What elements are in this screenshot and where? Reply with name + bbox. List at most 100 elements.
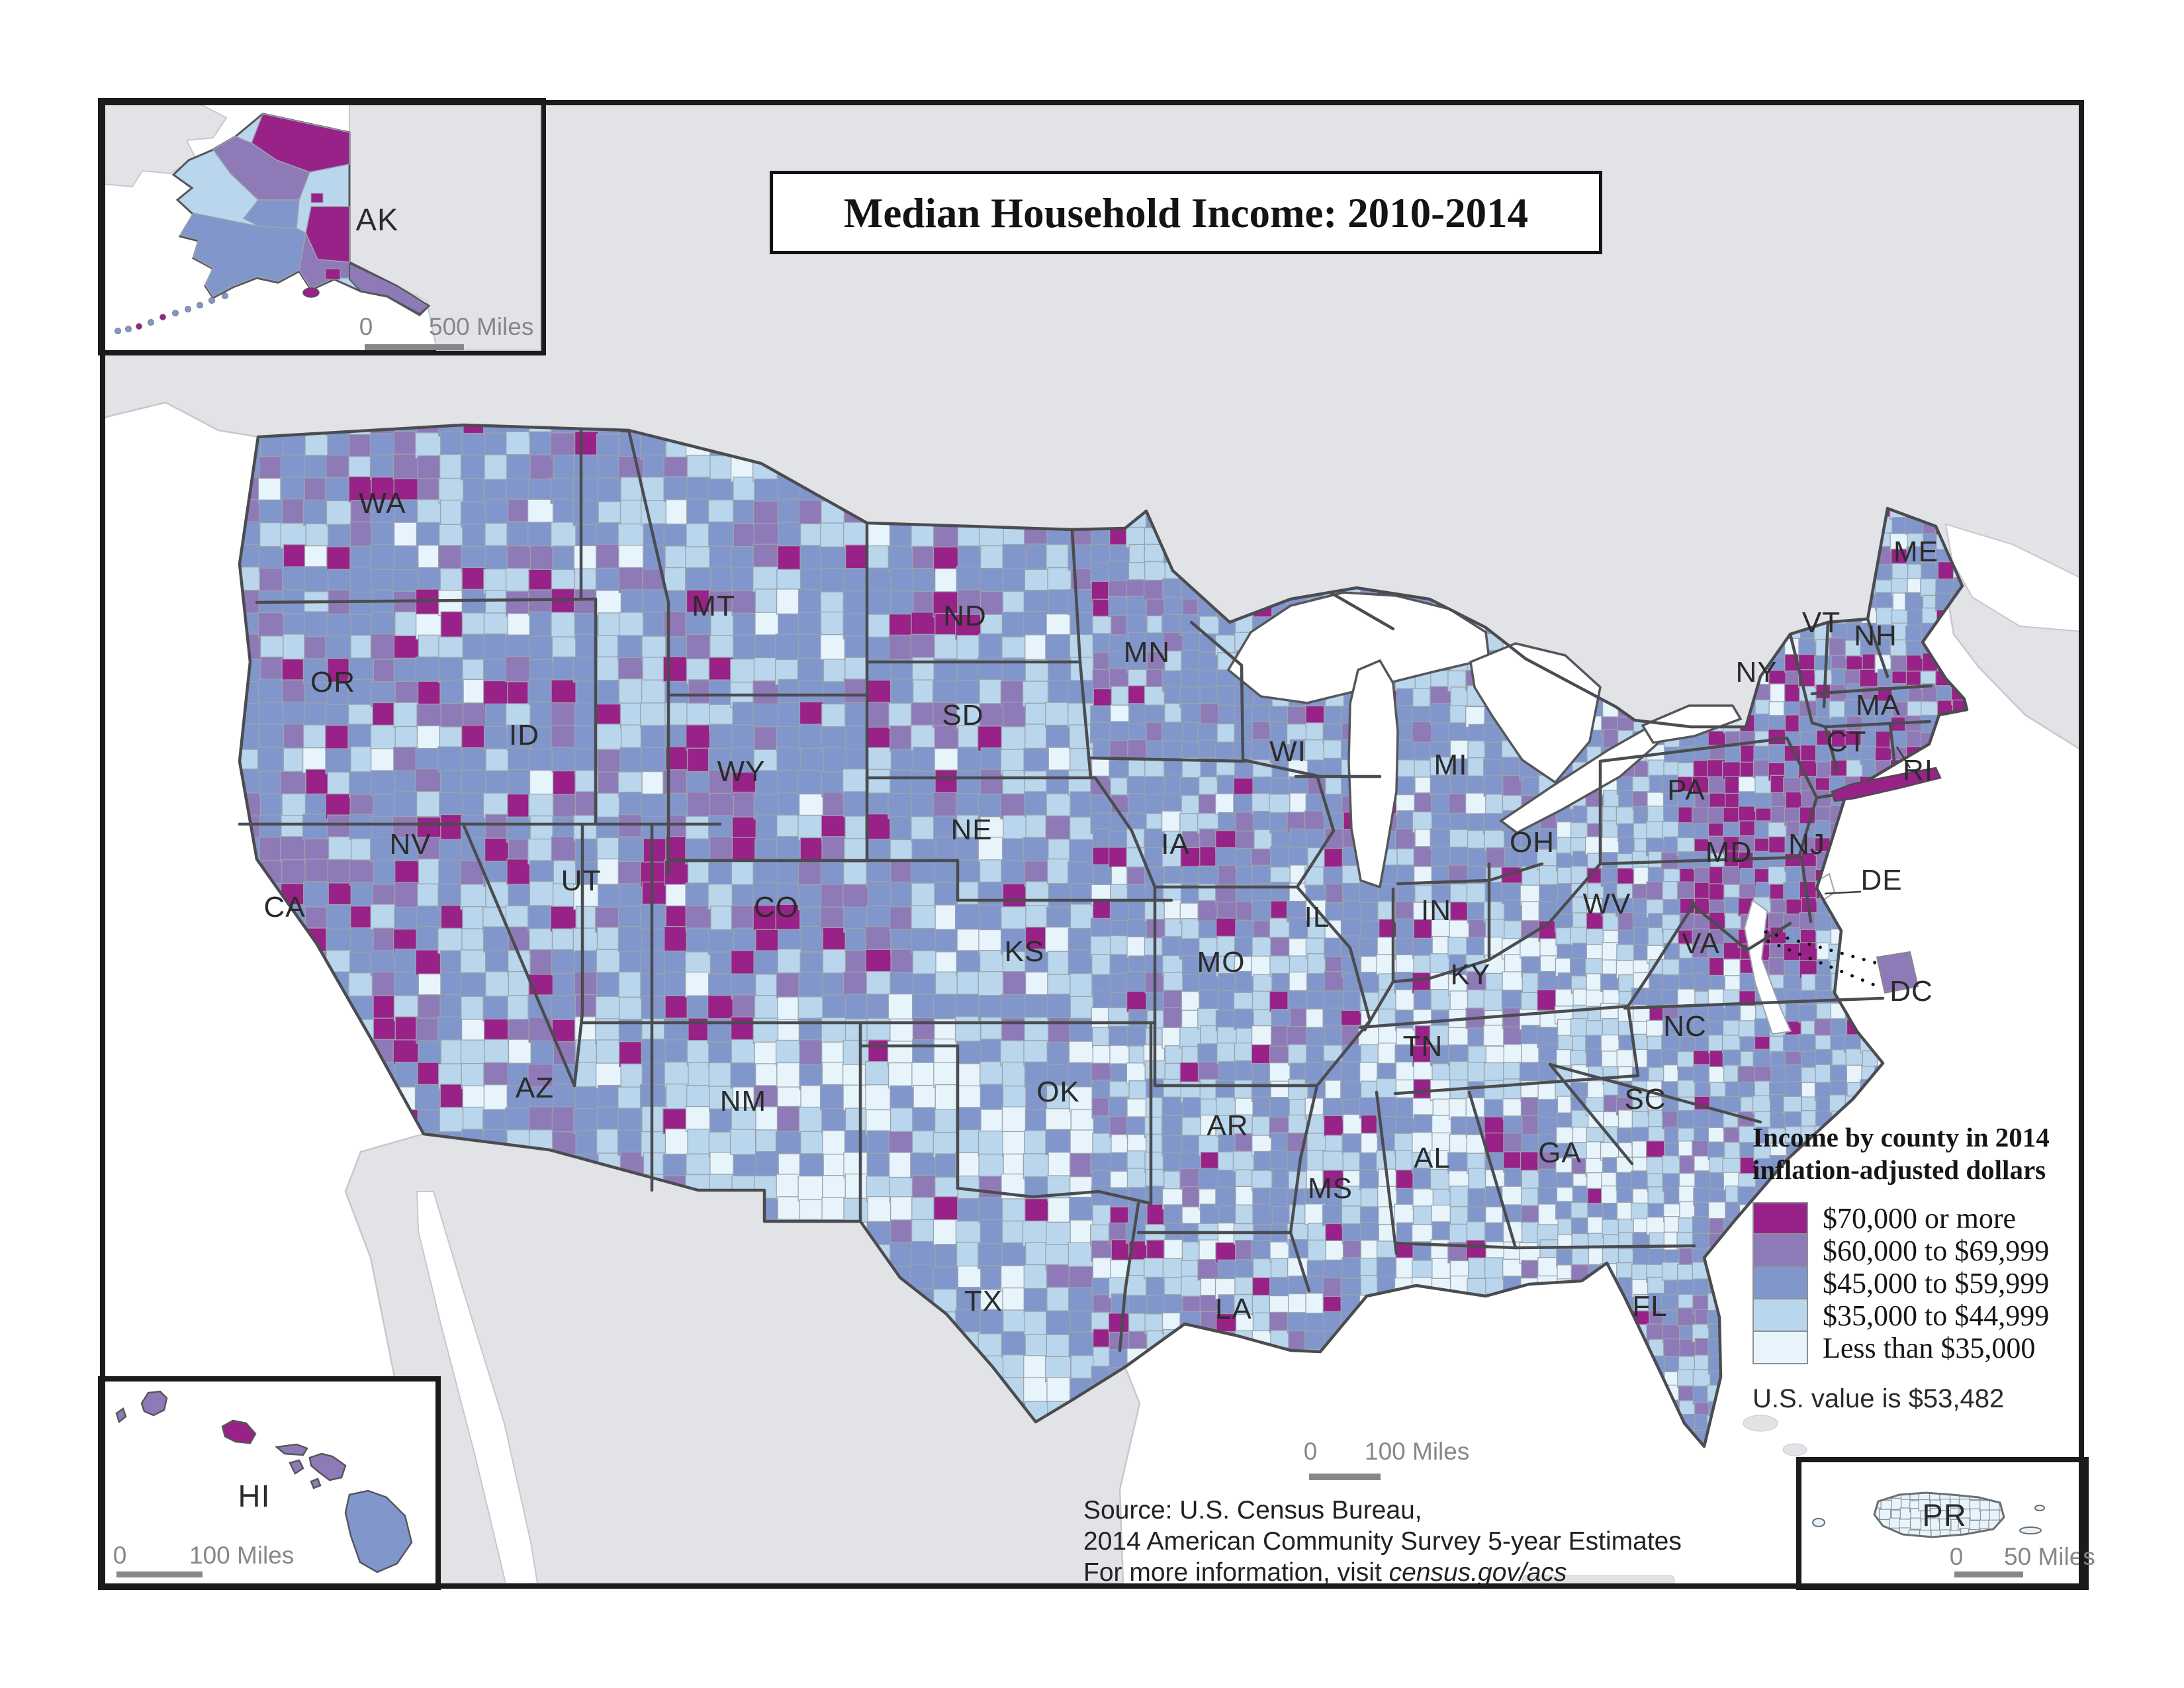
main-scale-label: 100 Miles (1365, 1438, 1469, 1465)
great-lake-1 (1347, 659, 1399, 889)
legend-swatch-4 (1752, 1332, 1808, 1364)
alaska-scale-label: 500 Miles (429, 313, 533, 340)
state-label-md: MD (1706, 836, 1752, 868)
state-label-ia: IA (1161, 828, 1190, 861)
state-label-oh: OH (1510, 826, 1555, 859)
state-label-al: AL (1414, 1142, 1451, 1174)
state-label-mn: MN (1124, 636, 1170, 669)
state-label-sd: SD (942, 699, 983, 731)
state-label-ri: RI (1903, 754, 1933, 786)
legend-items: $70,000 or more $60,000 to $69,999 $45,000… (1752, 1202, 2097, 1364)
state-label-de: DE (1860, 864, 1902, 896)
legend-heading-line2: inflation-adjusted dollars (1752, 1154, 2046, 1185)
state-label-va: VA (1682, 927, 1719, 960)
state-label-ky: KY (1451, 959, 1491, 991)
source-credit: Source: U.S. Census Bureau, 2014 America… (1083, 1495, 1682, 1588)
state-label-tn: TN (1403, 1030, 1443, 1062)
state-label-mo: MO (1197, 946, 1246, 978)
neighbor-landmass (99, 99, 2085, 1585)
state-label-wi: WI (1269, 735, 1306, 768)
great-lake-4 (1641, 704, 1743, 744)
state-label-ms: MS (1308, 1172, 1353, 1205)
great-lake-2 (1469, 642, 1602, 784)
state-label-ok: OK (1036, 1076, 1080, 1108)
callout-leaders (1764, 746, 1919, 994)
hawaii-inset: HI 0 100 Miles (98, 1376, 441, 1590)
state-label-mi: MI (1434, 749, 1468, 781)
legend-swatch-3 (1752, 1299, 1808, 1332)
state-label-in: IN (1421, 894, 1451, 927)
legend-row-2: $45,000 to $59,999 (1752, 1267, 2097, 1299)
us-coastline (238, 423, 1969, 1448)
source-line2: 2014 American Community Survey 5-year Es… (1083, 1527, 1682, 1556)
map-frame (100, 100, 2084, 1589)
legend: Income by county in 2014 inflation-adjus… (1752, 1121, 2097, 1414)
state-label-me: ME (1893, 536, 1938, 568)
state-label-wv: WV (1583, 888, 1631, 920)
source-line3: For more information, visit census.gov/a… (1083, 1558, 1567, 1587)
state-label-ut: UT (561, 865, 602, 897)
puerto-rico-label: PR (1922, 1497, 1966, 1532)
state-label-az: AZ (516, 1072, 554, 1104)
state-label-pa: PA (1667, 774, 1705, 806)
state-label-ne: NE (950, 814, 992, 846)
state-label-nd: ND (943, 600, 987, 632)
state-label-ct: CT (1827, 726, 1867, 758)
state-label-ny: NY (1735, 656, 1777, 688)
alaska-inset: AK 0 500 Miles (98, 98, 546, 355)
legend-label-4: Less than $35,000 (1823, 1332, 2036, 1364)
bays-and-lakes (1226, 591, 1836, 1035)
alaska-scale-rule (365, 344, 464, 350)
main-scale-rule (1309, 1474, 1381, 1480)
hawaii-scale-rule (116, 1571, 203, 1577)
state-label-id: ID (509, 719, 539, 751)
state-label-ar: AR (1206, 1109, 1248, 1142)
hawaii-scale-zero: 0 (113, 1542, 127, 1569)
source-link-text: census.gov/acs (1388, 1558, 1567, 1587)
state-label-wa: WA (359, 487, 406, 520)
state-label-nm: NM (720, 1085, 766, 1117)
puerto-rico-scale-zero: 0 (1950, 1543, 1964, 1570)
state-label-fl: FL (1632, 1290, 1667, 1323)
map-title: Median Household Income: 2010-2014 (770, 171, 1602, 254)
alaska-scale-zero: 0 (359, 313, 373, 340)
state-label-ca: CA (263, 891, 305, 923)
dc-enlarged-shape (1876, 951, 1919, 994)
state-label-il: IL (1304, 901, 1330, 933)
legend-row-3: $35,000 to $44,999 (1752, 1299, 2097, 1332)
state-label-nc: NC (1663, 1010, 1707, 1043)
state-label-ga: GA (1538, 1137, 1582, 1169)
legend-label-0: $70,000 or more (1823, 1202, 2017, 1235)
state-label-la: LA (1215, 1293, 1252, 1325)
legend-swatch-1 (1752, 1235, 1808, 1267)
state-label-co: CO (754, 891, 799, 923)
legend-row-4: Less than $35,000 (1752, 1332, 2097, 1364)
state-label-nh: NH (1854, 620, 1897, 652)
state-label-tx: TX (964, 1285, 1003, 1317)
legend-swatch-2 (1752, 1267, 1808, 1299)
main-scale-bar: 0 100 Miles (1304, 1438, 1469, 1480)
hawaii-label: HI (238, 1478, 271, 1513)
state-label-vt: VT (1802, 606, 1841, 639)
chesapeake-bay (1743, 899, 1792, 1035)
long-island (1831, 767, 1942, 802)
hawaii-scale-label: 100 Miles (189, 1542, 294, 1569)
legend-row-1: $60,000 to $69,999 (1752, 1235, 2097, 1267)
great-lake-0 (1226, 591, 1490, 704)
state-label-nv: NV (389, 828, 431, 861)
state-label-nj: NJ (1788, 828, 1825, 861)
legend-swatch-0 (1752, 1202, 1808, 1235)
state-labels: WA OR ID MT WY NV UT CA AZ NM CO ND SD NE KS OK TX MN IA MO… (263, 487, 1938, 1325)
puerto-rico-scale-rule (1954, 1571, 2023, 1577)
state-label-ma: MA (1856, 689, 1901, 722)
state-label-mt: MT (692, 590, 735, 622)
state-label-dc: DC (1889, 975, 1933, 1008)
legend-row-0: $70,000 or more (1752, 1202, 2097, 1235)
legend-label-1: $60,000 to $69,999 (1823, 1235, 2050, 1267)
state-label-or: OR (310, 666, 355, 698)
state-label-sc: SC (1624, 1083, 1666, 1115)
legend-label-2: $45,000 to $59,999 (1823, 1267, 2050, 1299)
state-label-ks: KS (1005, 935, 1045, 968)
